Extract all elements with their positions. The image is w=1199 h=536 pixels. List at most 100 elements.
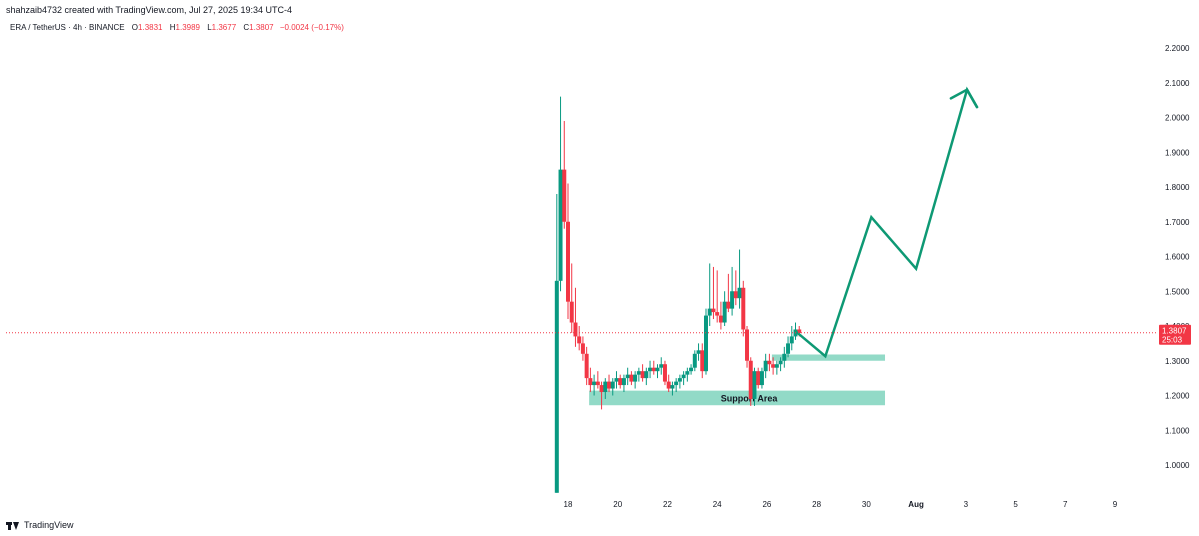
price-tag-countdown: 25:03 (1162, 336, 1183, 345)
candle-body (603, 381, 608, 393)
candle-body (730, 291, 735, 309)
candle-body (763, 360, 768, 372)
candle-body (625, 374, 630, 379)
time-tick-label: 7 (1063, 500, 1068, 509)
candle-body (633, 374, 638, 382)
price-tick-label: 1.6000 (1165, 253, 1190, 262)
author-credit: shahzaib4732 created with TradingView.co… (6, 5, 293, 15)
projection-path (794, 86, 979, 359)
candle-body (689, 367, 694, 372)
candle-body (640, 371, 645, 379)
time-tick-label: 9 (1113, 500, 1118, 509)
symbol-title[interactable]: ERA / TetherUS · 4h · BINANCE (10, 23, 125, 32)
price-tick-label: 1.5000 (1165, 287, 1190, 296)
candle-body (711, 308, 716, 313)
candle-body (648, 367, 653, 372)
time-tick-label: 20 (613, 500, 622, 509)
candle-body (573, 322, 578, 337)
time-tick-label: 3 (964, 500, 969, 509)
candle-body (797, 329, 802, 333)
time-tick-label: 26 (762, 500, 771, 509)
candle-body (599, 385, 604, 393)
price-tick-label: 2.1000 (1165, 79, 1190, 88)
candle-body (644, 371, 649, 379)
candle-body (774, 364, 779, 368)
low-value: 1.3677 (211, 23, 237, 32)
price-tag-price: 1.3807 (1162, 327, 1187, 336)
tradingview-logo-icon (6, 521, 20, 530)
close-label: C (243, 23, 250, 32)
candle-body (715, 312, 720, 316)
price-tag-background (1159, 324, 1191, 345)
time-tick-label: 22 (663, 500, 672, 509)
candle-body (610, 381, 615, 389)
candle-body (685, 371, 690, 375)
candle-body (756, 371, 761, 386)
candles-layer (554, 96, 802, 493)
change-value: −0.0024 (−0.17%) (279, 23, 344, 32)
candle-body (703, 315, 708, 372)
candle-body (782, 353, 787, 361)
candle-body (752, 371, 757, 399)
price-tick-label: 1.2000 (1165, 392, 1190, 401)
candle-body (629, 374, 634, 382)
close-value: 1.3807 (249, 23, 274, 32)
candle-body (778, 360, 783, 365)
candle-body (737, 287, 742, 299)
price-tick-label: 1.8000 (1165, 183, 1190, 192)
candle-body (696, 350, 701, 354)
price-tick-label: 1.9000 (1165, 148, 1190, 157)
candle-body (722, 301, 727, 323)
candle-body (771, 364, 776, 368)
projection-layer (794, 86, 979, 359)
candle-body (733, 291, 738, 299)
candle-body (745, 329, 750, 361)
candle-body (748, 360, 753, 399)
projection-arrowhead (949, 88, 979, 109)
price-tick-label: 1.7000 (1165, 218, 1190, 227)
time-tick-label: Aug (908, 500, 924, 509)
candle-body (636, 371, 641, 375)
candle-body (674, 381, 679, 386)
high-label: H (169, 23, 176, 32)
time-tick-label: 18 (564, 500, 573, 509)
candle-body (577, 336, 582, 344)
candle-body (569, 301, 574, 323)
candle-body (584, 353, 589, 379)
zone-support-area (589, 390, 886, 406)
price-tick-label: 2.0000 (1165, 114, 1190, 123)
candle-body (666, 381, 671, 389)
candle-body (595, 381, 600, 386)
price-axis[interactable]: 2.2000 2.1000 2.0000 1.9000 1.8000 1.7000 1.60… (1165, 44, 1190, 470)
time-tick-label: 5 (1013, 500, 1018, 509)
price-tick-label: 1.1000 (1165, 426, 1190, 435)
candle-body (592, 381, 597, 386)
time-tick-label: 30 (862, 500, 871, 509)
low-label: L (207, 23, 212, 32)
high-value: 1.3989 (175, 23, 200, 32)
current-price-tag: 1.3807 25:03 (1159, 324, 1191, 345)
candle-body (681, 374, 686, 379)
price-tick-label: 1.3000 (1165, 357, 1190, 366)
candle-body (558, 169, 563, 281)
candle-body (700, 350, 705, 372)
candle-body (554, 280, 559, 493)
candle-body (614, 378, 619, 382)
candle-body (670, 385, 675, 389)
candle-body (662, 364, 667, 382)
candle-body (677, 378, 682, 382)
symbol-legend: ERA / TetherUS · 4h · BINANCE O1.3831 H1… (10, 23, 344, 32)
tradingview-brand: TradingView (24, 520, 74, 530)
candle-body (651, 367, 656, 372)
zone-resistance-box (771, 354, 886, 361)
candle-body (621, 378, 626, 386)
candle-body (580, 343, 585, 354)
candle-body (562, 169, 567, 222)
time-axis[interactable]: 18 20 22 24 26 28 30 Aug 3 5 7 9 (564, 500, 1118, 509)
time-tick-label: 28 (812, 500, 821, 509)
candle-body (618, 378, 623, 386)
candle-body (786, 343, 791, 354)
candle-body (588, 378, 593, 386)
